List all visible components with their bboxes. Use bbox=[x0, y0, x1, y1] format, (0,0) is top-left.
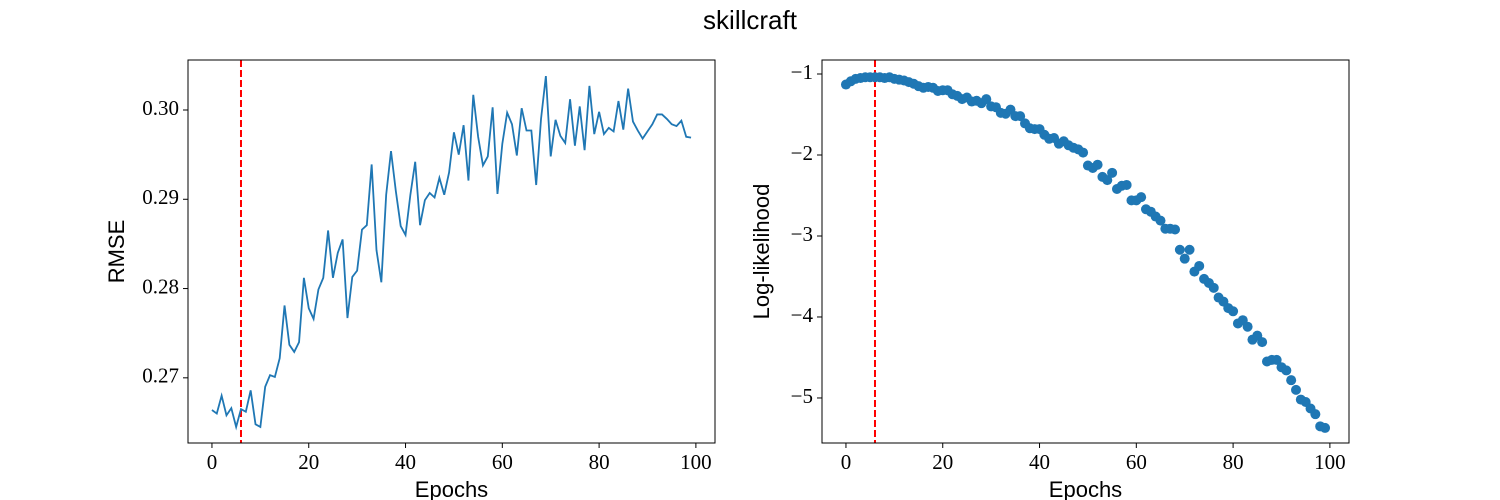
y-tick-label: −2 bbox=[791, 141, 813, 165]
data-point bbox=[1291, 384, 1302, 395]
figure-title: skillcraft bbox=[703, 5, 798, 35]
x-tick-label: 60 bbox=[492, 450, 513, 474]
data-point bbox=[1179, 253, 1190, 264]
data-point bbox=[1015, 111, 1026, 122]
data-point bbox=[1271, 354, 1282, 365]
y-tick-label: −4 bbox=[791, 303, 814, 327]
x-axis-label: Epochs bbox=[415, 477, 488, 500]
x-tick-label: 100 bbox=[1314, 450, 1346, 474]
x-tick-label: 0 bbox=[841, 450, 852, 474]
data-point bbox=[1228, 306, 1239, 317]
data-point bbox=[1208, 282, 1219, 293]
data-point bbox=[1121, 179, 1132, 190]
y-tick-label: 0.28 bbox=[142, 274, 179, 298]
data-point bbox=[1174, 244, 1185, 255]
data-point bbox=[1286, 375, 1297, 386]
x-tick-label: 20 bbox=[932, 450, 953, 474]
x-tick-label: 100 bbox=[680, 450, 712, 474]
data-point bbox=[1155, 215, 1166, 226]
y-tick-label: −5 bbox=[791, 384, 813, 408]
x-tick-label: 0 bbox=[207, 450, 218, 474]
x-axis-label: Epochs bbox=[1049, 477, 1122, 500]
data-point bbox=[1320, 422, 1331, 433]
y-tick-label: 0.27 bbox=[142, 364, 179, 388]
x-tick-label: 40 bbox=[1029, 450, 1050, 474]
x-tick-label: 80 bbox=[1223, 450, 1244, 474]
x-tick-label: 40 bbox=[395, 450, 416, 474]
y-tick-label: 0.29 bbox=[142, 185, 179, 209]
data-point bbox=[1078, 147, 1089, 158]
data-point bbox=[981, 94, 992, 105]
x-tick-label: 60 bbox=[1126, 450, 1147, 474]
x-tick-label: 80 bbox=[589, 450, 610, 474]
data-line bbox=[211, 75, 692, 431]
data-point bbox=[1170, 224, 1181, 235]
data-point bbox=[1136, 192, 1147, 203]
data-point bbox=[1310, 409, 1321, 420]
data-point bbox=[1194, 260, 1205, 271]
y-axis-label: RMSE bbox=[104, 220, 129, 284]
data-point bbox=[1102, 175, 1113, 186]
y-axis-label: Log-likelihood bbox=[749, 184, 774, 320]
y-tick-label: −3 bbox=[791, 222, 813, 246]
data-point bbox=[1281, 365, 1292, 376]
data-point bbox=[1257, 337, 1268, 348]
axes-frame bbox=[187, 59, 716, 444]
x-tick-label: 20 bbox=[298, 450, 319, 474]
data-point bbox=[1092, 159, 1103, 170]
y-tick-label: −1 bbox=[791, 60, 813, 84]
data-point bbox=[1242, 321, 1253, 332]
data-point bbox=[1107, 167, 1118, 178]
axes-frame bbox=[821, 59, 1350, 444]
y-tick-label: 0.30 bbox=[142, 96, 179, 120]
data-point bbox=[1184, 244, 1195, 255]
